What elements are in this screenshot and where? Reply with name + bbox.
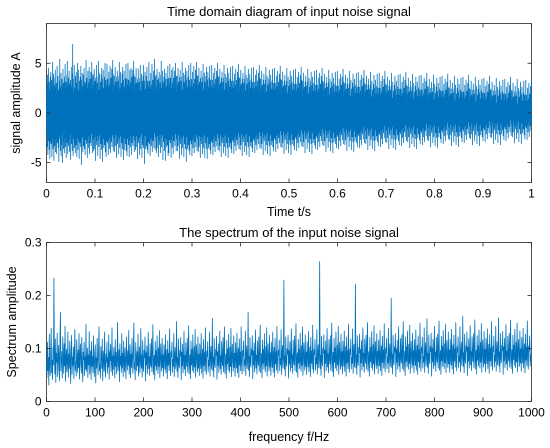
y-tick-label: 0 bbox=[35, 395, 42, 409]
x-tick-label: 0.6 bbox=[329, 187, 346, 201]
x-tick-label: 1 bbox=[528, 187, 535, 201]
x-tick-label: 400 bbox=[230, 406, 250, 420]
x-tick-label: 0.5 bbox=[281, 187, 298, 201]
time-signal-trace bbox=[46, 43, 532, 166]
spectrum-plot: The spectrum of the input noise signal 0… bbox=[5, 225, 545, 444]
x-tick-label: 500 bbox=[279, 406, 299, 420]
spectrum-plot-y-ticks: 0 0.1 0.2 0.3 bbox=[25, 236, 532, 409]
y-tick-label: 0.1 bbox=[25, 342, 42, 356]
spectrum-plot-x-label: frequency f/Hz bbox=[249, 430, 330, 444]
time-plot-x-ticks: 0 0.1 0.2 0.3 0.4 0.5 0.6 0.7 0.8 0.9 1 bbox=[43, 23, 535, 201]
time-plot-y-label: signal amplitude A bbox=[9, 52, 23, 154]
time-plot-title: Time domain diagram of input noise signa… bbox=[167, 4, 411, 19]
x-tick-label: 0.2 bbox=[135, 187, 152, 201]
x-tick-label: 0 bbox=[43, 187, 50, 201]
y-tick-label: -5 bbox=[31, 156, 42, 170]
x-tick-label: 0.7 bbox=[378, 187, 395, 201]
x-tick-label: 200 bbox=[133, 406, 153, 420]
time-plot-x-label: Time t/s bbox=[267, 205, 311, 219]
x-tick-label: 900 bbox=[473, 406, 493, 420]
x-tick-label: 0.3 bbox=[184, 187, 201, 201]
x-tick-label: 0 bbox=[43, 406, 50, 420]
x-tick-label: 300 bbox=[182, 406, 202, 420]
y-tick-label: 0.3 bbox=[25, 236, 42, 250]
y-tick-label: 5 bbox=[35, 56, 42, 70]
time-domain-plot: Time domain diagram of input noise signa… bbox=[9, 4, 535, 219]
x-tick-label: 0.1 bbox=[87, 187, 104, 201]
x-tick-label: 700 bbox=[376, 406, 396, 420]
spectrum-plot-y-label: Spectrum amplitude bbox=[5, 266, 19, 377]
x-tick-label: 0.9 bbox=[475, 187, 492, 201]
x-tick-label: 800 bbox=[424, 406, 444, 420]
spectrum-plot-x-ticks: 0 100 200 300 400 500 600 700 800 900 1000 bbox=[43, 242, 545, 420]
y-tick-label: 0.2 bbox=[25, 289, 42, 303]
y-tick-label: 0 bbox=[35, 106, 42, 120]
x-tick-label: 600 bbox=[327, 406, 347, 420]
time-plot-y-ticks: -5 0 5 bbox=[31, 56, 532, 170]
spectrum-plot-title: The spectrum of the input noise signal bbox=[179, 225, 399, 240]
x-tick-label: 0.4 bbox=[232, 187, 249, 201]
spectrum-trace bbox=[46, 261, 532, 386]
x-tick-label: 0.8 bbox=[426, 187, 443, 201]
x-tick-label: 100 bbox=[85, 406, 105, 420]
x-tick-label: 1000 bbox=[518, 406, 545, 420]
